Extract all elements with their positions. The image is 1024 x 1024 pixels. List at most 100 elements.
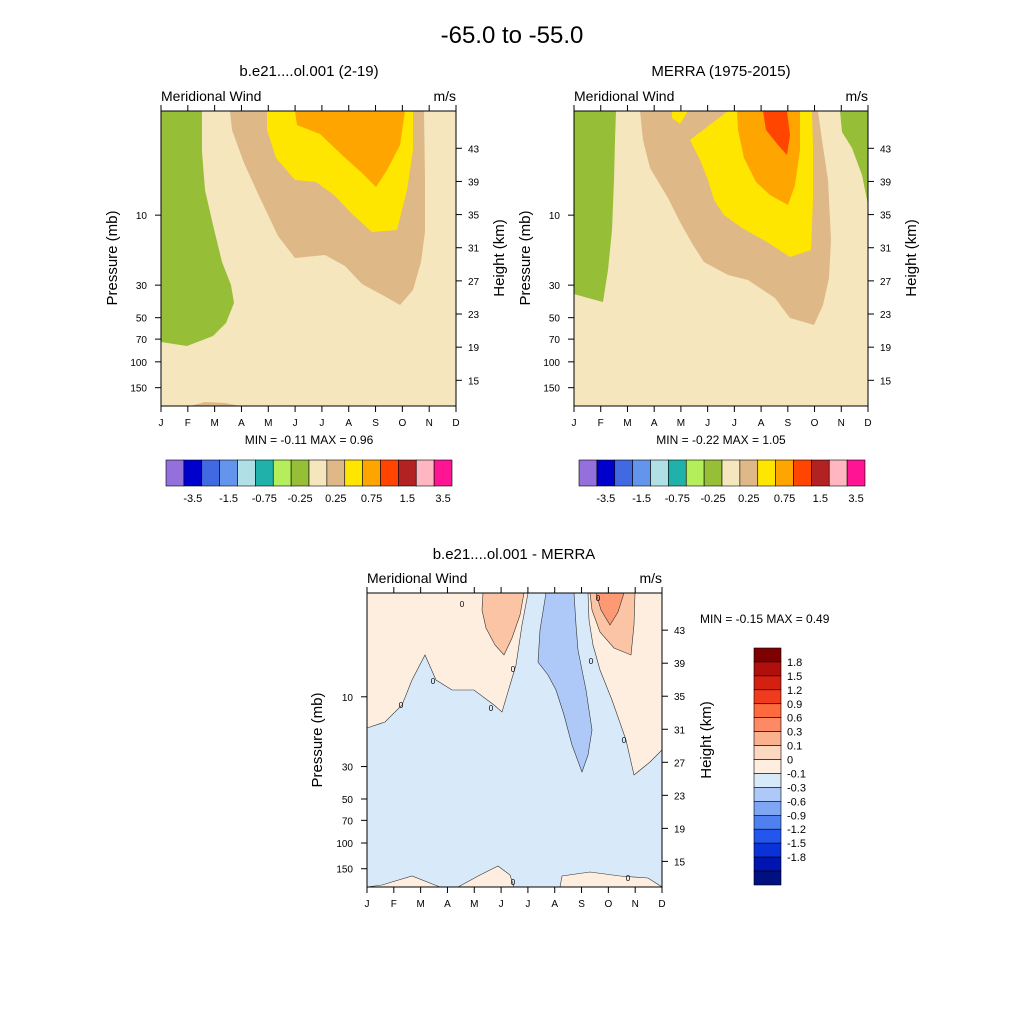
y-tick-label: 150 <box>130 384 147 395</box>
x-tick-label: M <box>470 899 478 910</box>
x-tick-label: N <box>632 899 639 910</box>
colorbar-box <box>433 459 453 487</box>
colorbar-box <box>596 459 616 487</box>
x-tick-label: A <box>238 418 245 429</box>
x-tick-label: S <box>578 899 585 910</box>
x-tick-label: A <box>345 418 352 429</box>
y2-axis-label: Height (km) <box>491 219 508 297</box>
y2-tick-label: 35 <box>468 211 480 222</box>
x-tick-label: O <box>604 899 612 910</box>
colorbar-box <box>362 459 381 487</box>
figure-title: -65.0 to -55.0 <box>441 22 584 49</box>
y-tick-label: 30 <box>342 763 354 774</box>
colorbar-label: 3.5 <box>848 493 863 505</box>
colorbar-label: -0.75 <box>252 493 277 505</box>
y2-tick-label: 27 <box>468 277 480 288</box>
colorbar-box <box>753 745 782 760</box>
contour-label: 0 <box>399 701 404 710</box>
colorbar-box <box>650 459 669 487</box>
colorbar-label: 0.25 <box>325 493 346 505</box>
colorbar-box <box>183 459 203 487</box>
y-tick-label: 50 <box>549 314 561 325</box>
y2-tick-label: 23 <box>674 791 686 802</box>
contour-label: 0 <box>460 600 465 609</box>
colorbar-box <box>753 759 782 774</box>
colorbar-label: -1.5 <box>787 838 806 850</box>
y2-tick-label: 43 <box>674 626 686 637</box>
colorbar-label: 0.9 <box>787 699 802 711</box>
y2-axis-label: Height (km) <box>698 701 715 779</box>
y-axis-pressure: 10 30 50 70 100 150 <box>543 211 574 395</box>
plot-area: 0 0 0 0 0 0 0 0 0 0 <box>366 592 664 888</box>
min-max-label: MIN = -0.11 MAX = 0.96 <box>245 433 374 447</box>
x-tick-label: J <box>705 418 710 429</box>
colorbar-box <box>753 703 782 719</box>
colorbar-box <box>685 459 705 487</box>
x-tick-label: A <box>551 899 558 910</box>
y2-tick-label: 39 <box>880 177 892 188</box>
y-axis-height: 43 39 35 31 27 23 19 15 <box>662 626 686 868</box>
y-tick-label: 70 <box>549 335 561 346</box>
contour-label: 0 <box>622 736 627 745</box>
colorbar-label: 1.5 <box>787 671 802 683</box>
panel-title: b.e21....ol.001 (2-19) <box>239 63 378 80</box>
colorbar-label: 0.6 <box>787 713 802 725</box>
panel-left-string: Meridional Wind <box>161 88 261 104</box>
panel-left-string: Meridional Wind <box>574 88 674 104</box>
x-tick-label: S <box>784 418 791 429</box>
colorbar-label: 3.5 <box>435 493 450 505</box>
colorbar-label: 0.3 <box>787 727 802 739</box>
contour-label: 0 <box>596 594 601 603</box>
y2-tick-label: 31 <box>880 244 892 255</box>
colorbar-label: -0.75 <box>665 493 690 505</box>
y-tick-label: 10 <box>136 211 148 222</box>
y-tick-label: 100 <box>130 358 147 369</box>
colorbar-label: -0.9 <box>787 810 806 822</box>
colorbar-box <box>753 689 782 705</box>
colorbar-box <box>614 459 633 487</box>
y2-tick-label: 19 <box>468 343 480 354</box>
colorbar-label: 0.1 <box>787 741 802 753</box>
colorbar-box <box>326 459 346 487</box>
colorbar-box <box>290 459 310 487</box>
colorbar-box <box>308 459 328 487</box>
contour-label: 0 <box>511 665 516 674</box>
y2-tick-label: 35 <box>880 211 892 222</box>
fill-negative-region <box>161 111 234 346</box>
y-tick-label: 10 <box>549 211 561 222</box>
colorbar-label: 1.5 <box>400 493 415 505</box>
x-tick-label: A <box>758 418 765 429</box>
min-max-label: MIN = -0.15 MAX = 0.49 <box>700 612 830 626</box>
y2-tick-label: 39 <box>674 659 686 670</box>
colorbar-box <box>753 675 782 691</box>
x-tick-label: J <box>525 899 530 910</box>
colorbar-box <box>753 828 782 844</box>
colorbar-box <box>846 459 866 487</box>
y2-axis-label: Height (km) <box>903 219 920 297</box>
y-tick-label: 100 <box>336 839 353 850</box>
colorbar: -3.5 -1.5 -0.75 -0.25 0.25 0.75 1.5 3.5 <box>578 459 866 505</box>
colorbar-box <box>201 459 220 487</box>
y-tick-label: 50 <box>342 795 354 806</box>
y-tick-label: 50 <box>136 314 148 325</box>
y2-tick-label: 23 <box>468 310 480 321</box>
y2-tick-label: 43 <box>468 144 480 155</box>
panel-title: b.e21....ol.001 - MERRA <box>433 546 596 563</box>
colorbar-box <box>398 459 417 487</box>
y2-tick-label: 27 <box>674 758 686 769</box>
x-tick-label: J <box>572 418 577 429</box>
fill-bottom-tan <box>190 402 240 406</box>
colorbar-label: -1.5 <box>219 493 238 505</box>
colorbar-label: 0.25 <box>738 493 759 505</box>
colorbar-box <box>753 801 782 816</box>
y-tick-label: 30 <box>136 281 148 292</box>
y2-tick-label: 35 <box>674 692 686 703</box>
y2-tick-label: 19 <box>674 824 686 835</box>
colorbar-box <box>753 661 782 677</box>
y2-tick-label: 27 <box>880 277 892 288</box>
fill-negative-region <box>574 111 616 302</box>
